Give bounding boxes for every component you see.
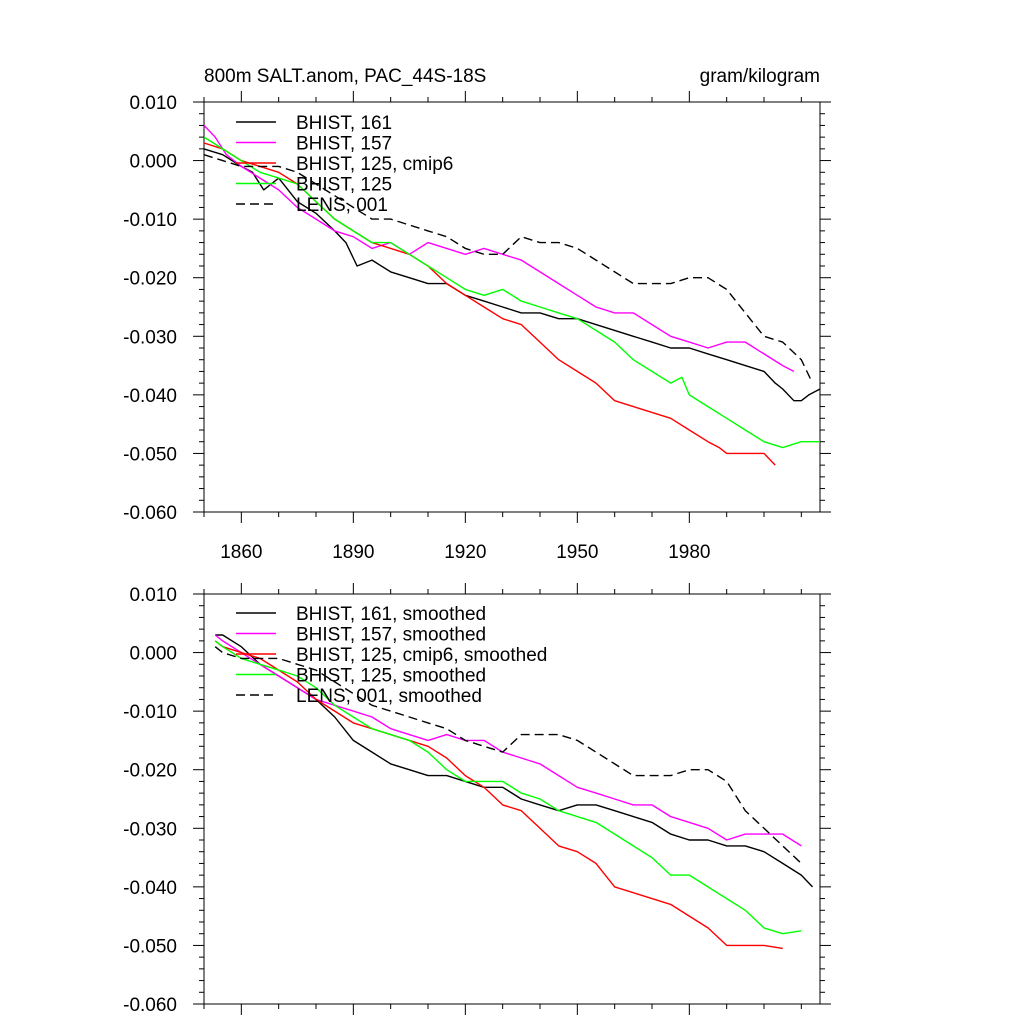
y-tick-label: 0.010 <box>129 585 177 606</box>
y-tick-label: 0.010 <box>129 93 177 114</box>
y-tick-label: -0.050 <box>123 936 177 957</box>
series-line-2 <box>214 640 783 950</box>
legend-label: BHIST, 125, cmip6, smoothed <box>296 645 547 666</box>
y-tick-label: -0.030 <box>123 819 177 840</box>
legend-label: BHIST, 157 <box>296 134 392 155</box>
y-tick-label: 0.000 <box>129 644 177 665</box>
legend-label: BHIST, 125, smoothed <box>296 666 486 687</box>
legend-label: BHIST, 125, cmip6 <box>296 154 453 175</box>
top-panel-title: 800m SALT.anom, PAC_44S-18S <box>204 66 486 87</box>
series-line-4 <box>214 646 802 864</box>
y-tick-label: 0.000 <box>129 152 177 173</box>
x-tick-label: 1860 <box>220 542 262 563</box>
legend-label: BHIST, 157, smoothed <box>296 625 486 646</box>
top-panel: 800m SALT.anom, PAC_44S-18S gram/kilogra… <box>123 66 831 563</box>
x-tick-label: 1950 <box>556 542 598 563</box>
y-tick-label: -0.020 <box>123 269 177 290</box>
top-panel-units: gram/kilogram <box>700 66 820 87</box>
x-tick-label: 1980 <box>668 542 710 563</box>
y-tick-label: -0.020 <box>123 761 177 782</box>
plot-frame <box>203 593 821 1005</box>
x-tick-label: 1890 <box>332 542 374 563</box>
y-tick-label: -0.010 <box>123 210 177 231</box>
bottom-panel: 0.010 0.000 -0.010 -0.020 -0.030 -0.040 -0.050… <box>123 583 831 1016</box>
legend-label: BHIST, 161 <box>296 113 392 134</box>
legend-label: LENS, 001, smoothed <box>296 686 482 707</box>
legend-label: LENS, 001 <box>296 195 388 216</box>
y-tick-label: -0.040 <box>123 386 177 407</box>
legend-label: BHIST, 161, smoothed <box>296 604 486 625</box>
x-tick-label: 1920 <box>444 542 486 563</box>
legend-label: BHIST, 125 <box>296 175 392 196</box>
y-tick-label: -0.040 <box>123 878 177 899</box>
series-line-3 <box>214 640 802 935</box>
y-tick-label: -0.060 <box>123 503 177 524</box>
series-line-3 <box>203 136 820 449</box>
series-line-0 <box>203 148 821 402</box>
plot-frame <box>203 101 821 513</box>
y-tick-label: -0.030 <box>123 327 177 348</box>
series-line-1 <box>203 124 795 373</box>
y-tick-label: -0.010 <box>123 702 177 723</box>
y-tick-label: -0.050 <box>123 444 177 465</box>
y-tick-label: -0.060 <box>123 995 177 1016</box>
